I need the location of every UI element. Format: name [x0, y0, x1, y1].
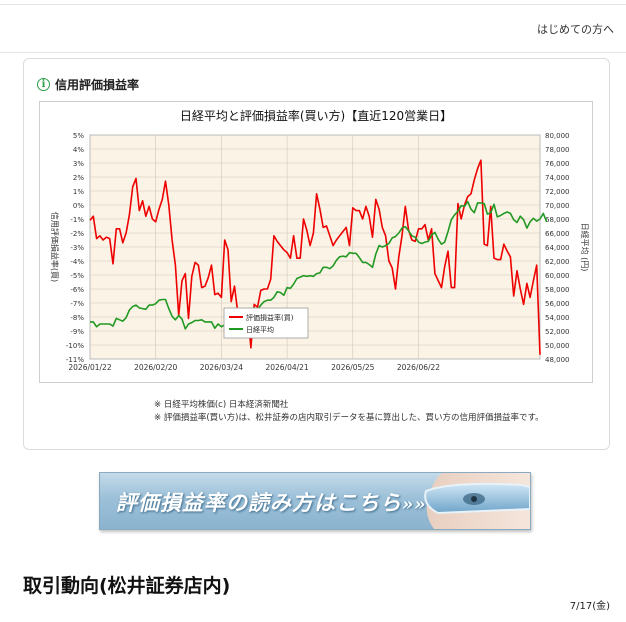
y2-tick-label: 74,000	[545, 174, 570, 182]
chart-panel: 日経平均と評価損益率(買い方)【直近120営業日】 5% 80,000 4% 78,00…	[39, 101, 593, 383]
x-tick-label: 2026/05/25	[331, 363, 374, 372]
y2-tick-label: 56,000	[545, 300, 570, 308]
info-icon: i	[37, 77, 50, 91]
note-copyright: ※ 日経平均株価(c) 日本経済新聞社	[154, 400, 289, 410]
y2-tick-label: 48,000	[545, 356, 570, 364]
y-tick-label: -3%	[70, 244, 84, 252]
y2-tick-label: 76,000	[545, 160, 570, 168]
y2-axis-label: 日経平均 (円)	[580, 223, 590, 272]
y2-tick-label: 66,000	[545, 230, 570, 238]
y2-tick-label: 80,000	[545, 132, 570, 140]
x-tick-label: 2026/01/22	[68, 363, 111, 372]
y-tick-label: -10%	[66, 342, 84, 350]
y2-tick-label: 70,000	[545, 202, 570, 210]
y-tick-label: 0%	[73, 202, 84, 210]
y-tick-label: -9%	[70, 328, 84, 336]
section-title: i 信用評価損益率	[37, 76, 139, 92]
y2-tick-label: 68,000	[545, 216, 570, 224]
y-tick-label: -6%	[70, 286, 84, 294]
header-divider	[0, 52, 626, 53]
x-tick-label: 2026/04/21	[265, 363, 308, 372]
y-tick-label: -8%	[70, 314, 84, 322]
x-tick-label: 2026/02/20	[134, 363, 177, 372]
nikkei-profit-loss-chart: 日経平均と評価損益率(買い方)【直近120営業日】 5% 80,000 4% 78,00…	[50, 108, 590, 372]
series-line-profit-loss	[89, 159, 541, 355]
top-divider	[0, 4, 626, 5]
legend-label: 日経平均	[246, 325, 274, 334]
series-line-nikkei	[90, 200, 548, 330]
y-tick-label: 5%	[73, 132, 84, 140]
y-tick-label: -5%	[70, 272, 84, 280]
x-tick-label: 2026/03/24	[200, 363, 243, 372]
y2-tick-label: 58,000	[545, 286, 570, 294]
beginners-guide-link[interactable]: はじめての方へ	[537, 23, 614, 36]
valuation-card: i 信用評価損益率 日経平均と評価損益率(買い方)【直近120営業日】 5% 80,…	[23, 58, 610, 450]
trading-date: 7/17(金)	[569, 601, 610, 612]
legend-label: 評価損益率(買)	[246, 313, 294, 322]
y-tick-label: 4%	[73, 146, 84, 154]
y2-tick-label: 78,000	[545, 146, 570, 154]
y-tick-label: -4%	[70, 258, 84, 266]
goggles-face-icon	[424, 473, 530, 529]
y2-tick-label: 50,000	[545, 342, 570, 350]
y2-tick-label: 72,000	[545, 188, 570, 196]
y-tick-label: 2%	[73, 174, 84, 182]
y2-tick-label: 64,000	[545, 244, 570, 252]
y2-tick-label: 60,000	[545, 272, 570, 280]
y-tick-label: -1%	[70, 216, 84, 224]
x-tick-label: 2026/06/22	[397, 363, 440, 372]
y2-tick-label: 62,000	[545, 258, 570, 266]
y-tick-label: 1%	[73, 188, 84, 196]
how-to-read-banner[interactable]: 評価損益率の読み方はこちら»»	[99, 472, 531, 530]
chart-notes: ※ 日経平均株価(c) 日本経済新聞社 ※ 評価損益率(買い方)は、松井証券の店…	[154, 399, 544, 425]
chart-legend	[223, 307, 309, 339]
y-axis-label: 信用評価損益率(買)	[50, 212, 60, 282]
chart-title: 日経平均と評価損益率(買い方)【直近120営業日】	[180, 108, 452, 123]
trading-trends-heading: 取引動向(松井証券店内)	[23, 575, 231, 597]
note-definition: ※ 評価損益率(買い方)は、松井証券の店内取引データを基に算出した、買い方の信用…	[154, 413, 544, 423]
y-tick-label: -11%	[66, 356, 84, 364]
y-tick-label: -2%	[70, 230, 84, 238]
y-tick-label: 3%	[73, 160, 84, 168]
double-chevron-icon: »»	[402, 494, 427, 515]
banner-text: 評価損益率の読み方はこちら»»	[116, 490, 427, 515]
y2-tick-label: 52,000	[545, 328, 570, 336]
y2-tick-label: 54,000	[545, 314, 570, 322]
y-tick-label: -7%	[70, 300, 84, 308]
section-title-text: 信用評価損益率	[55, 77, 140, 92]
